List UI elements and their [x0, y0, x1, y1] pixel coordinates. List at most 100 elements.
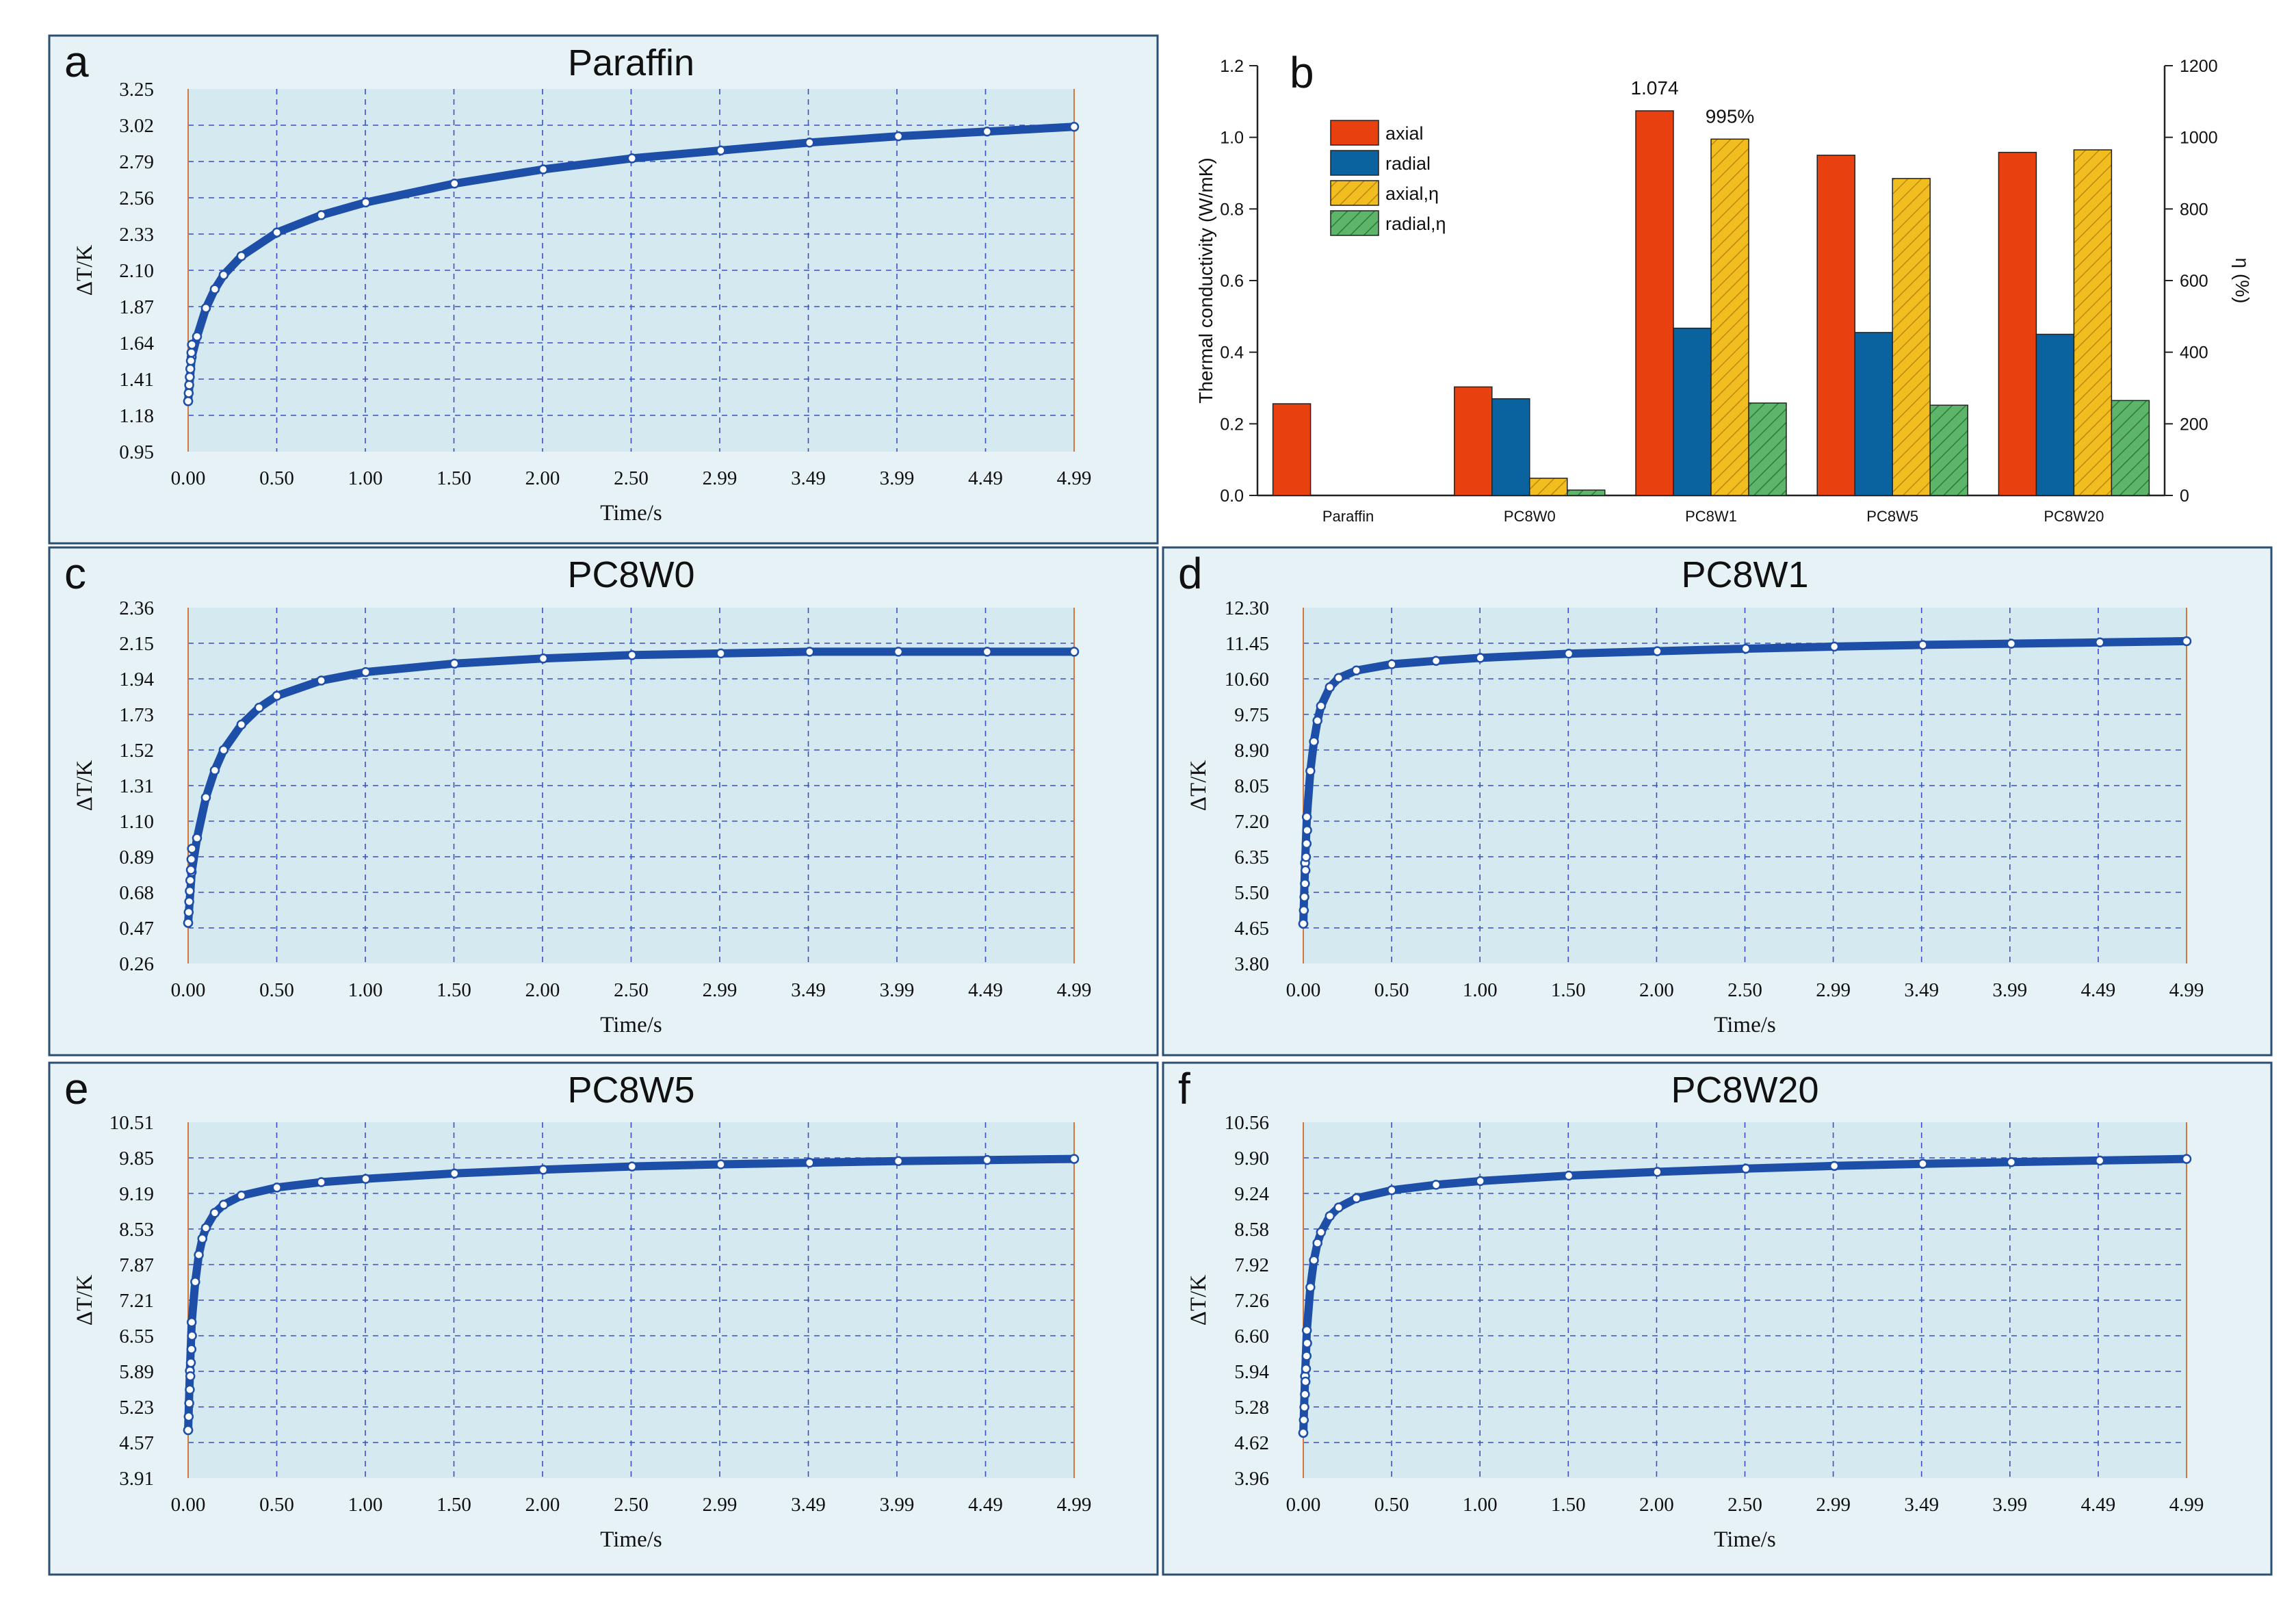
data-point — [449, 1168, 460, 1179]
legend-swatch — [1330, 210, 1379, 236]
left-tick-label: 0.0 — [1220, 487, 1244, 506]
x-tick-label: 3.99 — [880, 1494, 915, 1516]
x-tick-label: 1.50 — [436, 979, 471, 1001]
data-point — [1299, 892, 1309, 903]
x-tick-label: 0.00 — [1286, 979, 1321, 1001]
data-point — [1309, 736, 1319, 747]
panel-f: 0.00 0.50 1.00 1.50 2.00 2.50 2.99 3.49 3.99 4.49… — [1162, 1061, 2273, 1576]
data-point — [185, 372, 195, 383]
x-axis-label: Time/s — [1714, 1013, 1776, 1037]
x-tick-label: 1.50 — [1551, 1494, 1586, 1516]
bar-radial — [1854, 332, 1893, 496]
data-point — [716, 1159, 726, 1169]
bar-radial-eta — [1748, 402, 1787, 496]
x-tick-label: 2.50 — [614, 467, 649, 489]
data-point — [2006, 1157, 2017, 1167]
panel-letter: c — [64, 549, 86, 598]
data-point — [1069, 1154, 1080, 1164]
data-series — [183, 647, 1080, 928]
data-point — [209, 765, 220, 775]
data-point — [1298, 1427, 1309, 1438]
bar-radial-eta — [1929, 404, 1968, 496]
data-point — [1300, 1389, 1310, 1399]
right-tick-label: 600 — [2180, 272, 2208, 291]
data-point — [316, 1177, 326, 1187]
right-tick-label: 1200 — [2180, 57, 2218, 76]
data-point — [187, 339, 197, 350]
y-tick-label: 7.26 — [1234, 1290, 1269, 1312]
y-tick-label: 2.56 — [119, 187, 154, 209]
x-tick-label: 0.00 — [171, 979, 206, 1001]
panel-letter: b — [1290, 48, 1314, 97]
data-point — [185, 363, 196, 374]
y-tick-label: 11.45 — [1225, 633, 1269, 655]
legend-swatch — [1330, 180, 1379, 206]
right-tick-label: 1000 — [2180, 129, 2218, 148]
grid — [1303, 1122, 2187, 1478]
x-tick-label: 4.99 — [2169, 1494, 2204, 1516]
y-tick-label: 9.24 — [1234, 1183, 1269, 1205]
y-tick-label: 2.15 — [119, 633, 154, 655]
data-point — [190, 1276, 200, 1287]
data-point — [893, 1156, 904, 1166]
data-point — [183, 396, 194, 406]
y-tick-label: 2.79 — [119, 151, 154, 173]
data-point — [1918, 640, 1928, 650]
x-tick-label: 0.00 — [171, 467, 206, 489]
legend-label: radial,η — [1385, 214, 1446, 234]
data-point — [1431, 1180, 1441, 1190]
data-point — [805, 1157, 815, 1168]
x-tick-label: 0.50 — [1374, 979, 1409, 1001]
y-tick-label: 3.25 — [119, 79, 154, 101]
x-tick-label: 2.50 — [614, 1494, 649, 1516]
x-tick-label: 4.99 — [1057, 467, 1092, 489]
data-point — [2181, 636, 2192, 647]
grid — [1303, 608, 2187, 963]
data-point — [187, 1330, 197, 1341]
bar-radial — [1491, 398, 1530, 496]
data-point — [1475, 653, 1485, 663]
y-axis-label: ΔT/K — [73, 760, 97, 812]
y-tick-label: 2.36 — [119, 597, 154, 619]
y-tick-label: 8.90 — [1234, 740, 1269, 762]
x-tick-label: 2.00 — [525, 979, 560, 1001]
panel-letter: f — [1178, 1064, 1190, 1113]
legend-label: axial — [1385, 123, 1424, 144]
data-point — [716, 145, 726, 156]
data-point — [209, 284, 220, 294]
y-tick-label: 1.64 — [119, 333, 154, 354]
legend-swatch — [1330, 120, 1379, 146]
data-point — [236, 719, 247, 730]
y-tick-label: 12.30 — [1225, 597, 1269, 619]
left-tick-label: 1.2 — [1220, 57, 1244, 76]
data-point — [197, 1233, 208, 1244]
x-tick-label: 0.50 — [1374, 1494, 1409, 1516]
data-point — [185, 1358, 196, 1368]
x-axis-label: Time/s — [600, 501, 662, 526]
panel-b: 0.0 0.2 0.4 0.6 0.8 1.0 1.2 0 200 400 600 800 1000 12… — [1195, 48, 2253, 525]
x-axis-label: Time/s — [1714, 1527, 1776, 1552]
data-point — [449, 179, 460, 189]
data-point — [1652, 1167, 1662, 1177]
data-point — [1301, 852, 1312, 862]
y-tick-label: 5.50 — [1234, 882, 1269, 904]
x-axis-label: Time/s — [600, 1527, 662, 1552]
x-tick-label: 1.00 — [1463, 979, 1498, 1001]
x-tick-label: 0.00 — [171, 1494, 206, 1516]
data-point — [183, 907, 194, 918]
x-tick-label: 3.99 — [1992, 979, 2027, 1001]
bar-axial — [1272, 403, 1312, 496]
data-point — [1351, 665, 1361, 676]
panel-title: PC8W20 — [1671, 1070, 1818, 1111]
data-point — [627, 650, 638, 660]
x-tick-label: 4.99 — [2169, 979, 2204, 1001]
x-tick-label: 2.00 — [1639, 1494, 1674, 1516]
data-point — [192, 833, 203, 844]
panel-e: 0.00 0.50 1.00 1.50 2.00 2.50 2.99 3.49 3.99 4.49… — [48, 1061, 1159, 1576]
x-axis-label: Time/s — [600, 1013, 662, 1037]
y-tick-label: 6.35 — [1234, 846, 1269, 868]
bar-radial-eta — [1567, 489, 1606, 496]
x-tick-label: 4.49 — [2081, 979, 2116, 1001]
y-tick-label: 3.91 — [119, 1468, 154, 1490]
bar-axial-eta — [2073, 149, 2113, 496]
